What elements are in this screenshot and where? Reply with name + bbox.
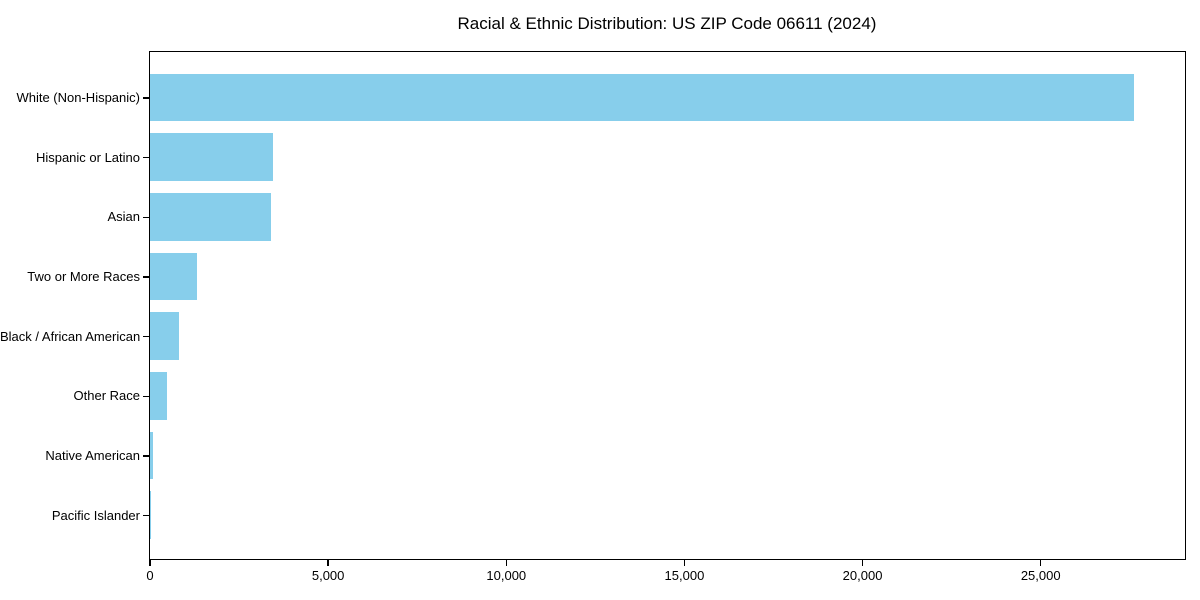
y-tick-mark [142,97,149,99]
y-tick-label: Hispanic or Latino [35,149,140,165]
plot-area [148,51,1186,560]
y-tick-label: Other Race [73,388,140,404]
x-tick-label: 25,000 [1020,568,1061,583]
y-tick-mark [142,335,149,338]
chart-title: Racial & Ethnic Distribution: US ZIP Cod… [457,14,877,33]
bar-native-american [149,431,154,480]
bar-other-race [149,371,168,420]
bar-two-or-more-races [149,252,198,301]
y-tick-mark [142,157,149,159]
x-tick-mark [683,560,686,566]
bar-white-non-hispanic [149,73,1135,122]
y-tick-mark [142,514,149,517]
x-tick-label: 10,000 [486,568,527,583]
y-tick-label: White (Non-Hispanic) [16,90,140,106]
y-tick-mark [142,395,149,397]
y-tick-label: Pacific Islander [51,507,140,523]
y-tick-label: Asian [107,209,140,225]
x-tick-mark [1040,560,1042,566]
x-tick-mark [861,560,864,566]
x-tick-mark [505,560,507,566]
y-tick-label: Black / African American [0,328,141,344]
x-tick-mark [327,560,329,566]
x-tick-label: 5,000 [311,568,345,583]
x-tick-label: 20,000 [842,568,883,583]
y-tick-mark [142,455,149,457]
y-tick-mark [142,216,149,219]
y-tick-mark [142,276,149,278]
bar-black-african-american [149,312,180,360]
x-tick-mark [149,560,151,566]
bar-asian [149,193,272,241]
x-tick-label: 15,000 [664,568,705,583]
y-tick-label: Two or More Races [27,268,140,284]
bar-hispanic-or-latino [149,133,273,182]
x-tick-label: 0 [146,568,154,583]
y-tick-label: Native American [45,447,140,463]
